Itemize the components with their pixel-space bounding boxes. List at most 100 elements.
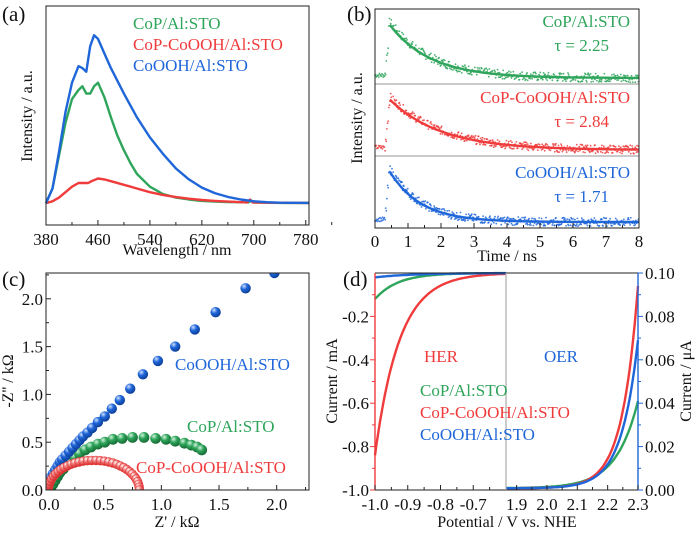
- panel-d-x-axis-label: Potential / V vs. NHE: [437, 514, 576, 531]
- panel-b-series-1-point: [492, 140, 495, 143]
- panel-b-label: (b): [347, 2, 372, 26]
- panel-b-series-2-point: [433, 205, 435, 207]
- panel-a-x-tick-label: 620: [189, 230, 215, 249]
- panel-b-series-1-point: [577, 150, 579, 153]
- panel-b-series-0-point: [501, 77, 504, 80]
- panel-b-x-tick-label: 7: [602, 232, 611, 251]
- panel-c-series-blue-point: [189, 324, 200, 335]
- panel-b-series-0-point: [435, 55, 437, 58]
- panel-b-series-2-point: [403, 185, 405, 188]
- panel-b-series-2-point: [575, 223, 578, 226]
- panel-b-x-axis-label: Time / ns: [477, 248, 537, 265]
- panel-b-series-2-point: [385, 209, 388, 212]
- panel-b-series-2-point: [602, 225, 605, 227]
- panel-b-tau-cooh: τ = 1.71: [554, 187, 609, 206]
- panel-b-series-1-point: [481, 138, 483, 141]
- panel-b-series-1-point: [409, 117, 412, 120]
- panel-b-series-2-point: [517, 216, 520, 218]
- panel-b-series-1-point: [557, 144, 560, 147]
- panel-b-series-0-point: [443, 59, 446, 62]
- panel-b-series-1-point: [536, 144, 539, 147]
- panel-b-series-2-point: [574, 218, 576, 221]
- panel-b-series-2-point: [507, 223, 510, 226]
- panel-b-series-1-point: [441, 133, 444, 135]
- panel-b-series-1-point: [377, 146, 379, 149]
- panel-a-legend-cop-cooh: CoP-CoOOH/Al:STO: [133, 35, 283, 54]
- panel-b-series-1-point: [379, 144, 381, 147]
- panel-b-series-1-point: [601, 144, 603, 147]
- panel-b-series-0-point: [470, 73, 473, 76]
- panel-c-series-blue-point: [240, 283, 251, 294]
- panel-b-series-0-point: [444, 65, 447, 68]
- panel-b-series-1-point: [565, 149, 567, 152]
- panel-b-series-2-point: [565, 224, 567, 227]
- panel-b-series-0-point: [557, 79, 559, 82]
- panel-b-series-1-point: [581, 144, 584, 147]
- panel-b-series-2-point: [497, 215, 500, 218]
- panel-b-series-1-point: [386, 122, 389, 125]
- panel-b-series-0-point: [430, 61, 433, 64]
- panel-b-series-2-point: [437, 213, 440, 216]
- panel-d-left-y-tick-label: -0.8: [342, 438, 369, 457]
- panel-b-series-2-point: [589, 225, 592, 227]
- panel-b-series-0-point: [494, 70, 496, 73]
- panel-b-series-2-point: [587, 219, 590, 222]
- panel-c-y-tick-label: 1.0: [22, 385, 43, 404]
- panel-b-series-2-point: [540, 217, 543, 220]
- panel-c-y-axis-label: -Z'' / kΩ: [0, 354, 17, 407]
- panel-b-y-axis-label: Intensity / a.u.: [349, 72, 366, 164]
- panel-b-series-2-point: [538, 217, 540, 219]
- panel-b-series-1-point: [574, 151, 576, 154]
- panel-b-series-1-point: [450, 131, 453, 134]
- panel-b-series-1-point: [399, 104, 401, 106]
- panel-d-her-x-tick-label: -0.9: [394, 495, 421, 514]
- panel-b-series-0-point: [388, 17, 391, 20]
- panel-b-series-0-point: [425, 58, 427, 60]
- panel-b-series-2-point: [386, 197, 388, 200]
- panel-c-x-axis-label: Z' / kΩ: [155, 514, 200, 531]
- panel-b-series-0-point: [486, 69, 489, 71]
- panel-d-legend-cop-cooh: CoP-CoOOH/Al:STO: [420, 403, 570, 422]
- panel-b-series-1-point: [411, 112, 413, 115]
- panel-b-series-2-point: [586, 224, 589, 227]
- panel-c-series-green-point: [127, 432, 138, 443]
- panel-b-series-0-point: [491, 70, 494, 72]
- panel-b-series-1-point: [525, 141, 528, 144]
- panel-b-series-0-point: [553, 73, 555, 76]
- panel-a-series-1-line: [45, 177, 309, 205]
- panel-b-series-0-point: [558, 73, 561, 76]
- panel-c-series-green-point: [107, 433, 119, 445]
- panel-b-series-2-point: [381, 216, 384, 219]
- panel-b-series-0-point: [611, 74, 613, 76]
- panel-b-series-0-point: [613, 73, 615, 76]
- panel-b-series-1-point: [601, 151, 604, 154]
- panel-b-x-tick-label: 1: [404, 232, 413, 251]
- panel-c-label: (c): [2, 267, 25, 291]
- panel-b-series-0-point: [496, 68, 499, 71]
- panel-b-series-0-point: [418, 47, 420, 50]
- panel-d-oer-label: OER: [544, 347, 579, 366]
- panel-d-right-y-tick-label: 0.06: [645, 351, 675, 370]
- panel-b-series-0-point: [541, 78, 544, 81]
- panel-d-left-y-axis-label: Current / mA: [324, 338, 341, 424]
- panel-c-series-red-point: [134, 485, 145, 490]
- panel-b-series-1-point: [475, 142, 478, 145]
- panel-b-series-1-point: [398, 101, 401, 104]
- panel-b-series-0-point: [562, 72, 565, 75]
- panel-b-series-2-point: [443, 208, 445, 211]
- panel-b-series-1-point: [474, 137, 476, 139]
- panel-b-series-2-point: [528, 217, 530, 220]
- panel-b-series-1-point: [565, 151, 568, 154]
- panel-b-series-2-point: [450, 216, 453, 219]
- panel-b-series-1-point: [552, 144, 555, 147]
- panel-b-series-2-point: [426, 201, 429, 204]
- panel-b-series-1-point: [584, 151, 586, 154]
- panel-c-frame: [45, 272, 310, 491]
- panel-b-series-2-point: [487, 221, 490, 224]
- panel-b-series-2-point: [384, 218, 386, 221]
- panel-b-series-0-point: [446, 67, 449, 70]
- panel-c-series-green-point: [99, 436, 111, 448]
- panel-a-x-tick-label: 380: [33, 230, 59, 249]
- panel-b-series-1-point: [483, 138, 486, 140]
- panel-b-series-0-point: [614, 74, 617, 77]
